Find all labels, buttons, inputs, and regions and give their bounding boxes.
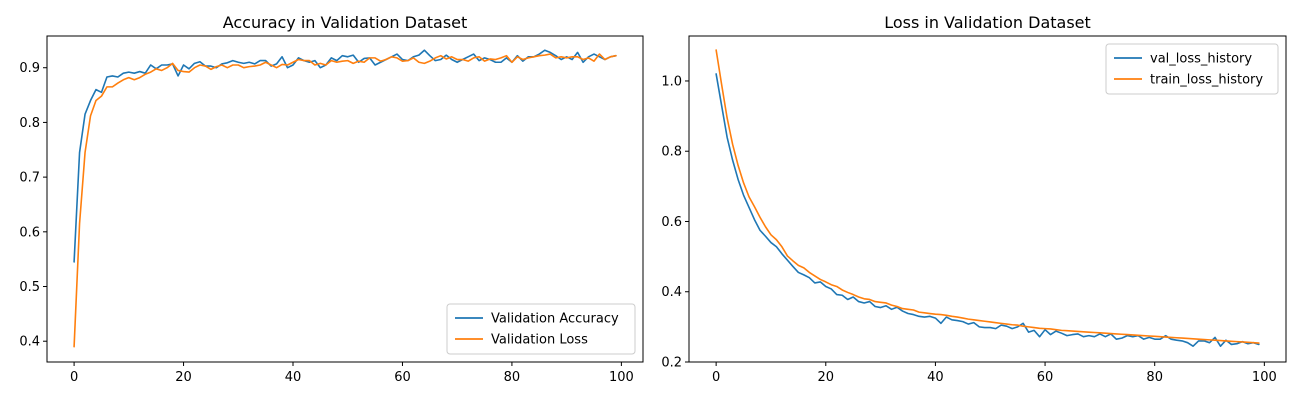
loss-chart-title: Loss in Validation Dataset: [884, 13, 1091, 32]
accuracy-chart-title: Accuracy in Validation Dataset: [223, 13, 468, 32]
loss-x-tick-label: 0: [712, 370, 720, 385]
loss-legend: val_loss_history train_loss_history: [1105, 43, 1279, 95]
loss-x-tick-label: 100: [1252, 370, 1277, 385]
loss-axes-frame: [688, 35, 1287, 363]
loss-x-tick-label: 80: [1146, 370, 1163, 385]
accuracy-legend-label: Validation Accuracy: [491, 312, 619, 327]
loss-x-tick-label: 40: [927, 370, 944, 385]
loss-y-tick-label: 0.6: [661, 215, 682, 230]
accuracy-x-tick-label: 20: [175, 370, 192, 385]
accuracy-legend-box: [446, 303, 636, 355]
loss-y-tick-label: 0.4: [661, 285, 682, 300]
accuracy-y-tick-label: 0.5: [19, 280, 40, 295]
accuracy-legend: Validation Accuracy Validation Loss: [446, 303, 636, 355]
loss-legend-box: [1105, 43, 1279, 95]
accuracy-x-tick-label: 0: [70, 370, 78, 385]
loss-series-train-loss-history-line: [715, 49, 1260, 344]
loss-y-tick-label: 0.2: [661, 356, 682, 371]
loss-y-tick-label: 0.8: [661, 145, 682, 160]
accuracy-x-tick-label: 60: [394, 370, 411, 385]
accuracy-y-tick-label: 0.7: [19, 171, 40, 186]
accuracy-y-tick-label: 0.8: [19, 116, 40, 131]
loss-y-tick-label: 1.0: [661, 74, 682, 89]
accuracy-y-tick-label: 0.4: [19, 335, 40, 350]
accuracy-series-validation-loss-line: [73, 53, 617, 348]
accuracy-y-tick-label: 0.9: [19, 61, 40, 76]
accuracy-x-tick-label: 80: [504, 370, 521, 385]
accuracy-chart: Accuracy in Validation Dataset 0 20 40 60 80 1…: [19, 13, 644, 385]
accuracy-x-tick-label: 40: [285, 370, 302, 385]
accuracy-y-tick-label: 0.6: [19, 225, 40, 240]
loss-legend-label: val_loss_history: [1150, 52, 1252, 67]
loss-x-tick-label: 20: [818, 370, 835, 385]
accuracy-axes-frame: [46, 35, 644, 363]
loss-legend-label: train_loss_history: [1150, 73, 1263, 88]
loss-chart: Loss in Validation Dataset 0 20 40 60 80 100 0.…: [661, 13, 1287, 385]
loss-x-tick-label: 60: [1037, 370, 1054, 385]
accuracy-legend-label: Validation Loss: [491, 333, 588, 348]
accuracy-x-tick-label: 100: [609, 370, 634, 385]
